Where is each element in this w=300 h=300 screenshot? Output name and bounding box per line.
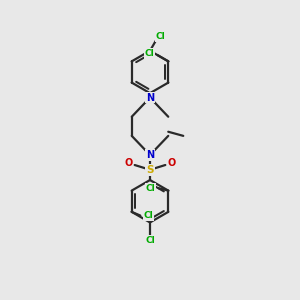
Text: Cl: Cl [144,211,153,220]
Text: N: N [146,150,154,160]
Text: Cl: Cl [145,236,155,245]
Text: Cl: Cl [145,49,154,58]
Text: O: O [124,158,132,168]
Text: O: O [168,158,176,168]
Text: N: N [146,93,154,103]
Text: Cl: Cl [145,184,155,193]
Text: S: S [146,165,154,175]
Text: Cl: Cl [156,32,166,41]
